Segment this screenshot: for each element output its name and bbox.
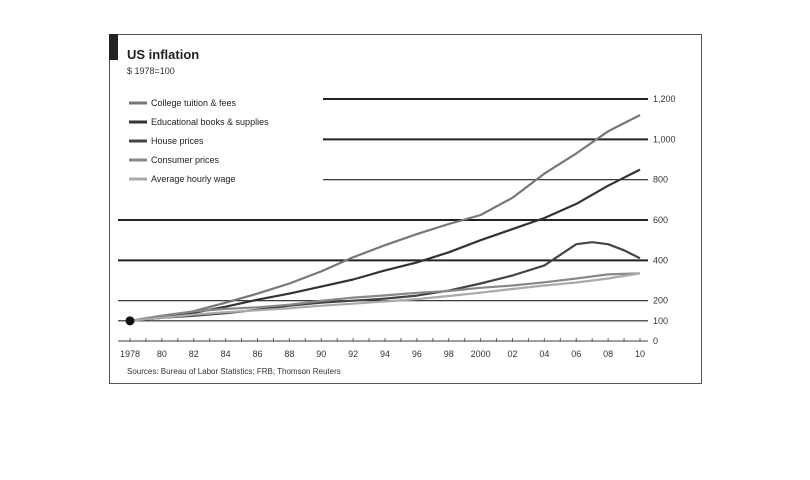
- y-tick-label: 0: [653, 336, 658, 346]
- y-tick-label: 100: [653, 316, 668, 326]
- x-tick-label: 08: [603, 349, 613, 359]
- series-line: [129, 241, 641, 322]
- x-tick-label: 80: [157, 349, 167, 359]
- x-tick-label: 88: [284, 349, 294, 359]
- series-line: [129, 272, 641, 322]
- x-tick-label: 90: [316, 349, 326, 359]
- x-tick-label: 02: [507, 349, 517, 359]
- x-tick-label: 1978: [120, 349, 140, 359]
- series-line: [129, 272, 641, 322]
- chart-title: US inflation: [127, 47, 200, 62]
- legend-label: Consumer prices: [151, 155, 220, 165]
- x-tick-label: 84: [221, 349, 231, 359]
- y-tick-label: 1,000: [653, 134, 676, 144]
- x-tick-label: 86: [252, 349, 262, 359]
- x-tick-label: 04: [539, 349, 549, 359]
- legend-label: House prices: [151, 136, 204, 146]
- y-tick-label: 400: [653, 255, 668, 265]
- x-tick-label: 92: [348, 349, 358, 359]
- y-tick-label: 200: [653, 296, 668, 306]
- x-tick-label: 98: [444, 349, 454, 359]
- x-tick-label: 82: [189, 349, 199, 359]
- x-tick-label: 2000: [471, 349, 491, 359]
- series-line: [129, 114, 641, 322]
- chart-subtitle: $ 1978=100: [127, 66, 175, 76]
- x-tick-label: 06: [571, 349, 581, 359]
- x-tick-label: 96: [412, 349, 422, 359]
- y-tick-label: 600: [653, 215, 668, 225]
- y-tick-label: 1,200: [653, 94, 676, 104]
- x-tick-label: 10: [635, 349, 645, 359]
- y-tick-label: 800: [653, 175, 668, 185]
- base-year-marker: [125, 316, 135, 326]
- x-tick-label: 94: [380, 349, 390, 359]
- legend-label: College tuition & fees: [151, 98, 237, 108]
- source-note: Sources: Bureau of Labor Statistics; FRB…: [127, 367, 341, 376]
- chart-frame: [109, 34, 702, 384]
- title-accent-bar: [109, 34, 118, 60]
- legend-label: Average hourly wage: [151, 174, 235, 184]
- legend-label: Educational books & supplies: [151, 117, 269, 127]
